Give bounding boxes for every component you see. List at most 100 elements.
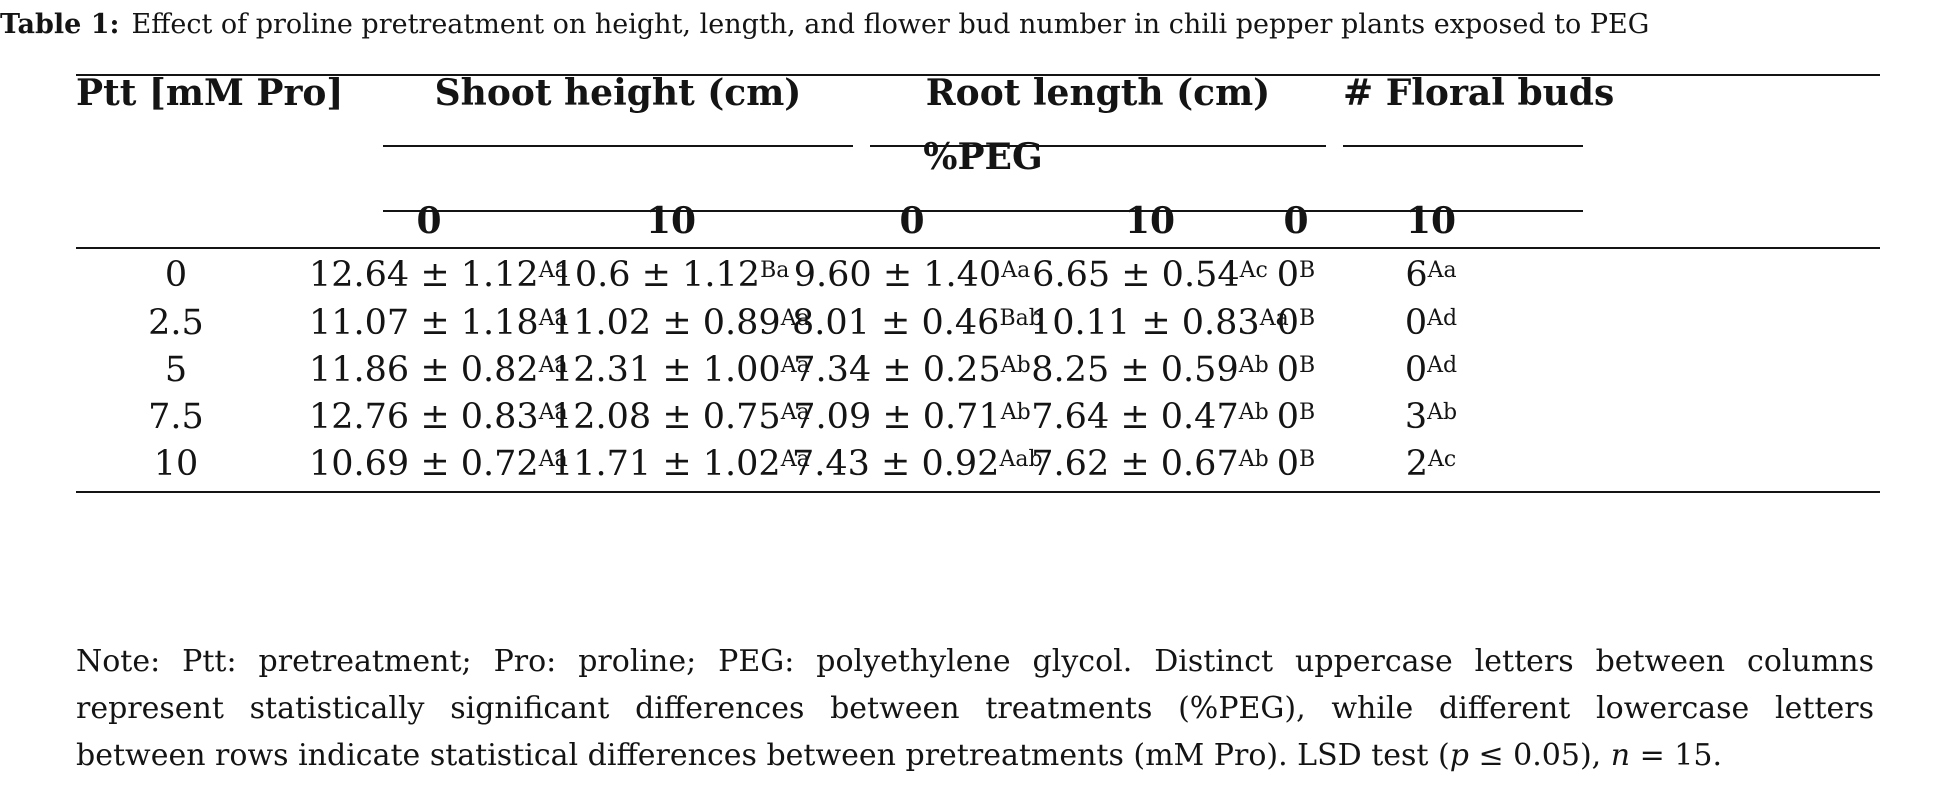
cell-significance-letters: Aa bbox=[1259, 306, 1289, 331]
table-cell: 10.11 ± 0.83Aa bbox=[1030, 302, 1289, 344]
cell-significance-letters: Aa bbox=[780, 306, 810, 331]
table-cell: 8.25 ± 0.59Ab bbox=[1030, 349, 1270, 391]
cell-value: 2 bbox=[1405, 444, 1429, 484]
table-cell: 0B bbox=[1176, 302, 1416, 344]
shoot-height-underline bbox=[383, 145, 853, 147]
table-cell: 7.43 ± 0.92Aab bbox=[792, 443, 1043, 485]
cell-significance-letters: Ac bbox=[1428, 447, 1457, 472]
cell-significance-letters: B bbox=[1299, 258, 1316, 283]
cell-value: 8.25 ± 0.59 bbox=[1031, 350, 1239, 390]
cell-significance-letters: Ab bbox=[1427, 400, 1458, 425]
cell-significance-letters: Aa bbox=[538, 353, 568, 378]
cell-value: 11.07 ± 1.18 bbox=[309, 303, 539, 343]
cell-value: 0 bbox=[1404, 350, 1428, 390]
cell-value: 7.64 ± 0.47 bbox=[1031, 397, 1239, 437]
cell-value: 11.86 ± 0.82 bbox=[309, 350, 539, 390]
cell-significance-letters: Aa bbox=[780, 400, 810, 425]
table-cell: 11.71 ± 1.02Aa bbox=[551, 443, 810, 485]
table-note: Note: Ptt: pretreatment; Pro: proline; P… bbox=[76, 638, 1874, 779]
caption-label: Table 1: bbox=[0, 9, 120, 40]
cell-significance-letters: Ad bbox=[1427, 306, 1458, 331]
cell-significance-letters: Ab bbox=[1000, 353, 1031, 378]
cell-value: 7.43 ± 0.92 bbox=[792, 444, 1000, 484]
cell-significance-letters: Ab bbox=[1238, 353, 1269, 378]
note-text: between rows indicate statistical differ… bbox=[76, 738, 1450, 773]
table-cell: 2Ac bbox=[1311, 443, 1551, 485]
cell-value: 0 bbox=[1404, 303, 1428, 343]
peg-level-header: 10 bbox=[645, 200, 697, 242]
table-cell: 0Ad bbox=[1311, 349, 1551, 391]
note-n-symbol: n bbox=[1610, 738, 1631, 773]
peg-underline bbox=[383, 210, 1583, 212]
cell-value: 7.34 ± 0.25 bbox=[793, 350, 1001, 390]
group-header-shoot-height: Shoot height (cm) bbox=[434, 72, 802, 114]
note-text: = 15. bbox=[1630, 738, 1722, 773]
cell-significance-letters: Aab bbox=[999, 447, 1043, 472]
cell-significance-letters: Ad bbox=[1427, 353, 1458, 378]
peg-level-header: 0 bbox=[1283, 200, 1309, 242]
table-cell: 11.07 ± 1.18Aa bbox=[309, 302, 568, 344]
row-ptt-value: 5 bbox=[164, 350, 188, 390]
table-cell: 0B bbox=[1176, 254, 1416, 296]
table-cell: 10.6 ± 1.12Ba bbox=[551, 254, 791, 296]
group-header-floral-buds: # Floral buds bbox=[1343, 72, 1615, 114]
cell-significance-letters: B bbox=[1299, 400, 1316, 425]
cell-value: 0 bbox=[1276, 444, 1300, 484]
table-caption: Table 1: Effect of proline pretreatment o… bbox=[0, 8, 1955, 42]
table-cell: 7.64 ± 0.47Ab bbox=[1030, 396, 1270, 438]
cell-value: 12.31 ± 1.00 bbox=[551, 350, 781, 390]
peg-level-header: 10 bbox=[1405, 200, 1457, 242]
table-cell: 11.86 ± 0.82Aa bbox=[309, 349, 568, 391]
cell-value: 6 bbox=[1405, 255, 1428, 295]
cell-significance-letters: Aa bbox=[780, 447, 810, 472]
caption-text: Effect of proline pretreatment on height… bbox=[131, 9, 1650, 40]
table-cell: 6.65 ± 0.54Ac bbox=[1030, 254, 1270, 296]
row-header: Ptt [mM Pro] bbox=[76, 72, 344, 114]
cell-value: 0 bbox=[1276, 397, 1300, 437]
table-cell: 10.69 ± 0.72Aa bbox=[309, 443, 568, 485]
note-line-3: between rows indicate statistical differ… bbox=[76, 732, 1874, 779]
cell-value: 6.65 ± 0.54 bbox=[1032, 255, 1240, 295]
cell-value: 3 bbox=[1404, 397, 1428, 437]
table-cell: 9.60 ± 1.40Aa bbox=[792, 254, 1032, 296]
table-cell: 11.02 ± 0.89Aa bbox=[551, 302, 810, 344]
cell-value: 12.08 ± 0.75 bbox=[551, 397, 781, 437]
cell-significance-letters: Ba bbox=[760, 258, 790, 283]
table-cell: 7.34 ± 0.25Ab bbox=[792, 349, 1032, 391]
peg-level-header: 0 bbox=[899, 200, 925, 242]
table-cell: 0B bbox=[1176, 396, 1416, 438]
row-ptt-value: 2.5 bbox=[148, 303, 204, 343]
table-cell: 7.09 ± 0.71Ab bbox=[792, 396, 1032, 438]
cell-value: 11.02 ± 0.89 bbox=[551, 303, 781, 343]
cell-value: 10.6 ± 1.12 bbox=[552, 255, 761, 295]
row-ptt-value: 10 bbox=[153, 444, 199, 484]
cell-significance-letters: Aa bbox=[538, 258, 568, 283]
cell-value: 7.09 ± 0.71 bbox=[793, 397, 1001, 437]
cell-value: 8.01 ± 0.46 bbox=[792, 303, 1000, 343]
table-cell: 3Ab bbox=[1311, 396, 1551, 438]
cell-value: 12.76 ± 0.83 bbox=[309, 397, 539, 437]
cell-significance-letters: Aa bbox=[780, 353, 810, 378]
cell-significance-letters: B bbox=[1299, 353, 1316, 378]
cell-value: 12.64 ± 1.12 bbox=[309, 255, 539, 295]
table-cell: 8.01 ± 0.46Bab bbox=[792, 302, 1043, 344]
floral-buds-underline bbox=[1343, 145, 1583, 147]
cell-significance-letters: Aa bbox=[538, 400, 568, 425]
subgroup-header-peg: %PEG bbox=[923, 136, 1043, 178]
cell-value: 0 bbox=[1276, 303, 1300, 343]
cell-value: 11.71 ± 1.02 bbox=[551, 444, 781, 484]
cell-significance-letters: Ab bbox=[1238, 447, 1269, 472]
cell-significance-letters: B bbox=[1299, 447, 1316, 472]
cell-significance-letters: Aa bbox=[538, 306, 568, 331]
cell-significance-letters: Aa bbox=[538, 447, 568, 472]
table-cell: 0Ad bbox=[1311, 302, 1551, 344]
cell-significance-letters: Bab bbox=[999, 306, 1043, 331]
note-line-2: represent statistically significant diff… bbox=[76, 691, 1874, 726]
table-cell: 0B bbox=[1176, 349, 1416, 391]
table-cell: 12.76 ± 0.83Aa bbox=[309, 396, 568, 438]
peg-level-header: 0 bbox=[416, 200, 442, 242]
table-cell: 12.08 ± 0.75Aa bbox=[551, 396, 810, 438]
top-rule bbox=[76, 74, 1880, 76]
cell-significance-letters: B bbox=[1299, 306, 1316, 331]
bottom-rule bbox=[76, 491, 1880, 493]
